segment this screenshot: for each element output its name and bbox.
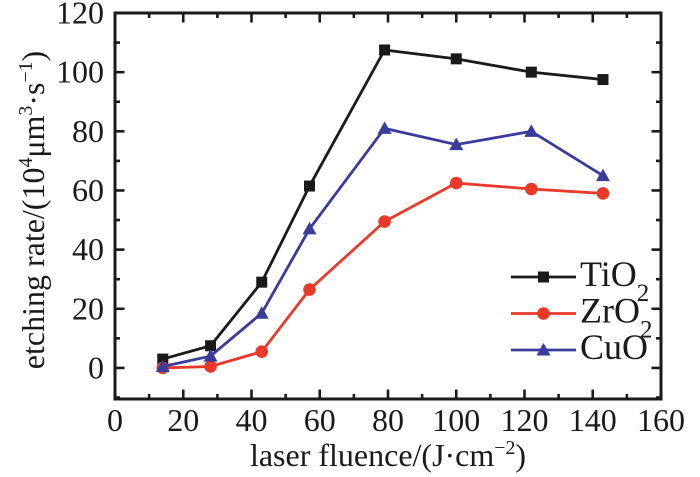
series-cuo (155, 121, 610, 372)
x-axis-tick-labels: 0 20 40 60 80 100 120 140 160 (107, 402, 685, 438)
legend-label-cuo: CuO (580, 327, 648, 367)
x-tick-label: 60 (304, 402, 336, 438)
x-tick-label: 20 (167, 402, 199, 438)
x-tick-label: 100 (432, 402, 480, 438)
legend-entry-cuo: CuO (511, 327, 648, 367)
legend-label-zro: ZrO2 (580, 291, 652, 344)
y-tick-label: 80 (72, 113, 104, 149)
y-tick-label: 40 (72, 231, 104, 267)
legend-label-tio: TiO2 (580, 254, 649, 307)
series-tio (157, 44, 609, 365)
series-line-zro (162, 181, 604, 370)
legend-entry-tio: TiO2 (511, 254, 649, 307)
series-line-cuo (162, 126, 604, 368)
y-axis-tick-labels: 0 20 40 60 80 100 120 (56, 0, 104, 385)
x-tick-label: 40 (236, 402, 268, 438)
series-line-tio (162, 48, 604, 361)
x-tick-label: 120 (501, 402, 549, 438)
x-tick-label: 80 (372, 402, 404, 438)
x-tick-label: 140 (569, 402, 617, 438)
plot-frame (113, 11, 663, 401)
y-tick-label: 60 (72, 172, 104, 208)
legend-entry-zro: ZrO2 (511, 291, 652, 344)
y-tick-label: 20 (72, 290, 104, 326)
x-tick-label: 0 (107, 402, 123, 438)
y-tick-label: 120 (56, 0, 104, 31)
y-axis-label: etching rate/(104μm3·s−1) (15, 51, 51, 369)
y-tick-label: 0 (88, 349, 104, 385)
x-tick-label: 160 (637, 402, 685, 438)
x-axis-label: laser fluence/(J·cm−2) (250, 437, 526, 473)
y-tick-label: 100 (56, 54, 104, 90)
